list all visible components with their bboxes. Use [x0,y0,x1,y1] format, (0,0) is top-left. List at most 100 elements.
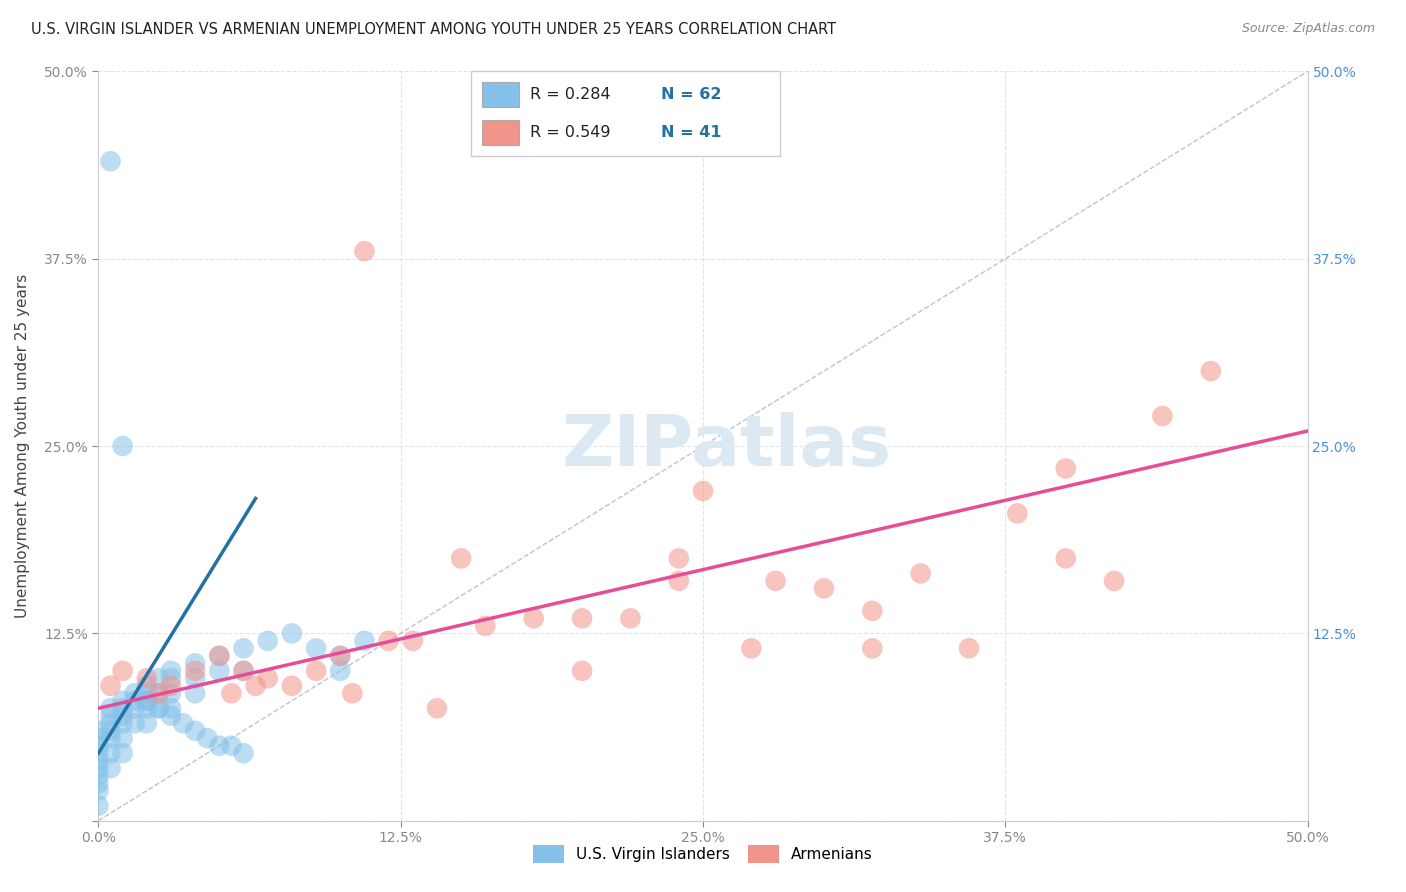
Point [765,574,787,588]
Point [135,671,157,685]
Point [426,701,449,715]
Point [353,633,375,648]
Point [281,679,304,693]
Point [100,716,122,731]
Point [232,746,254,760]
Text: ZIPatlas: ZIPatlas [562,411,893,481]
Point [100,679,122,693]
Point [87,761,110,775]
Text: U.S. VIRGIN ISLANDER VS ARMENIAN UNEMPLOYMENT AMONG YOUTH UNDER 25 YEARS CORRELA: U.S. VIRGIN ISLANDER VS ARMENIAN UNEMPLO… [31,22,837,37]
Point [111,439,134,453]
Point [329,664,352,678]
Text: Source: ZipAtlas.com: Source: ZipAtlas.com [1241,22,1375,36]
Point [184,671,207,685]
Text: N = 62: N = 62 [661,87,721,102]
Point [148,701,170,715]
Point [87,723,110,738]
Point [221,686,243,700]
Point [160,679,183,693]
Point [740,641,762,656]
Point [100,701,122,715]
Point [100,723,122,738]
Point [111,731,134,746]
Point [208,648,231,663]
Point [221,739,243,753]
Point [571,611,593,625]
Point [135,701,157,715]
Point [160,671,183,685]
Point [1054,461,1077,475]
Point [305,641,328,656]
Point [111,746,134,760]
Point [124,686,146,700]
Point [87,754,110,768]
Point [256,633,278,648]
Point [111,716,134,731]
Point [111,664,134,678]
Point [377,633,399,648]
Point [124,716,146,731]
Point [353,244,375,259]
Point [100,154,122,169]
Point [305,664,328,678]
Point [668,574,690,588]
Point [402,633,425,648]
Point [160,701,183,715]
Point [860,641,883,656]
Point [208,664,231,678]
Point [232,664,254,678]
Point [668,551,690,566]
Point [135,679,157,693]
Point [184,657,207,671]
Point [100,746,122,760]
Point [135,694,157,708]
Point [329,648,352,663]
Point [135,694,157,708]
Point [232,664,254,678]
Legend: U.S. Virgin Islanders, Armenians: U.S. Virgin Islanders, Armenians [527,839,879,869]
Point [184,686,207,700]
Point [148,701,170,715]
Point [1152,409,1174,423]
Point [329,648,352,663]
Point [100,761,122,775]
Point [124,701,146,715]
Point [87,776,110,790]
Point [860,604,883,618]
Point [1199,364,1222,378]
Text: N = 41: N = 41 [661,126,721,140]
Point [87,769,110,783]
Point [474,619,496,633]
Point [100,731,122,746]
Point [571,664,593,678]
Point [910,566,932,581]
Point [87,739,110,753]
Point [523,611,546,625]
Point [1007,507,1029,521]
Point [148,671,170,685]
Point [124,694,146,708]
Point [160,664,183,678]
Point [111,694,134,708]
Point [160,686,183,700]
Point [87,731,110,746]
Point [195,731,218,746]
Point [256,671,278,685]
Point [813,582,835,596]
Point [245,679,267,693]
Point [692,483,714,498]
Point [1102,574,1125,588]
Point [342,686,364,700]
Point [160,708,183,723]
Point [100,708,122,723]
Y-axis label: Unemployment Among Youth under 25 years: Unemployment Among Youth under 25 years [15,274,31,618]
Text: R = 0.549: R = 0.549 [530,126,610,140]
Point [184,723,207,738]
Point [172,716,194,731]
Point [184,664,207,678]
Text: R = 0.284: R = 0.284 [530,87,610,102]
Point [450,551,472,566]
Point [148,686,170,700]
Point [281,626,304,640]
Point [87,746,110,760]
